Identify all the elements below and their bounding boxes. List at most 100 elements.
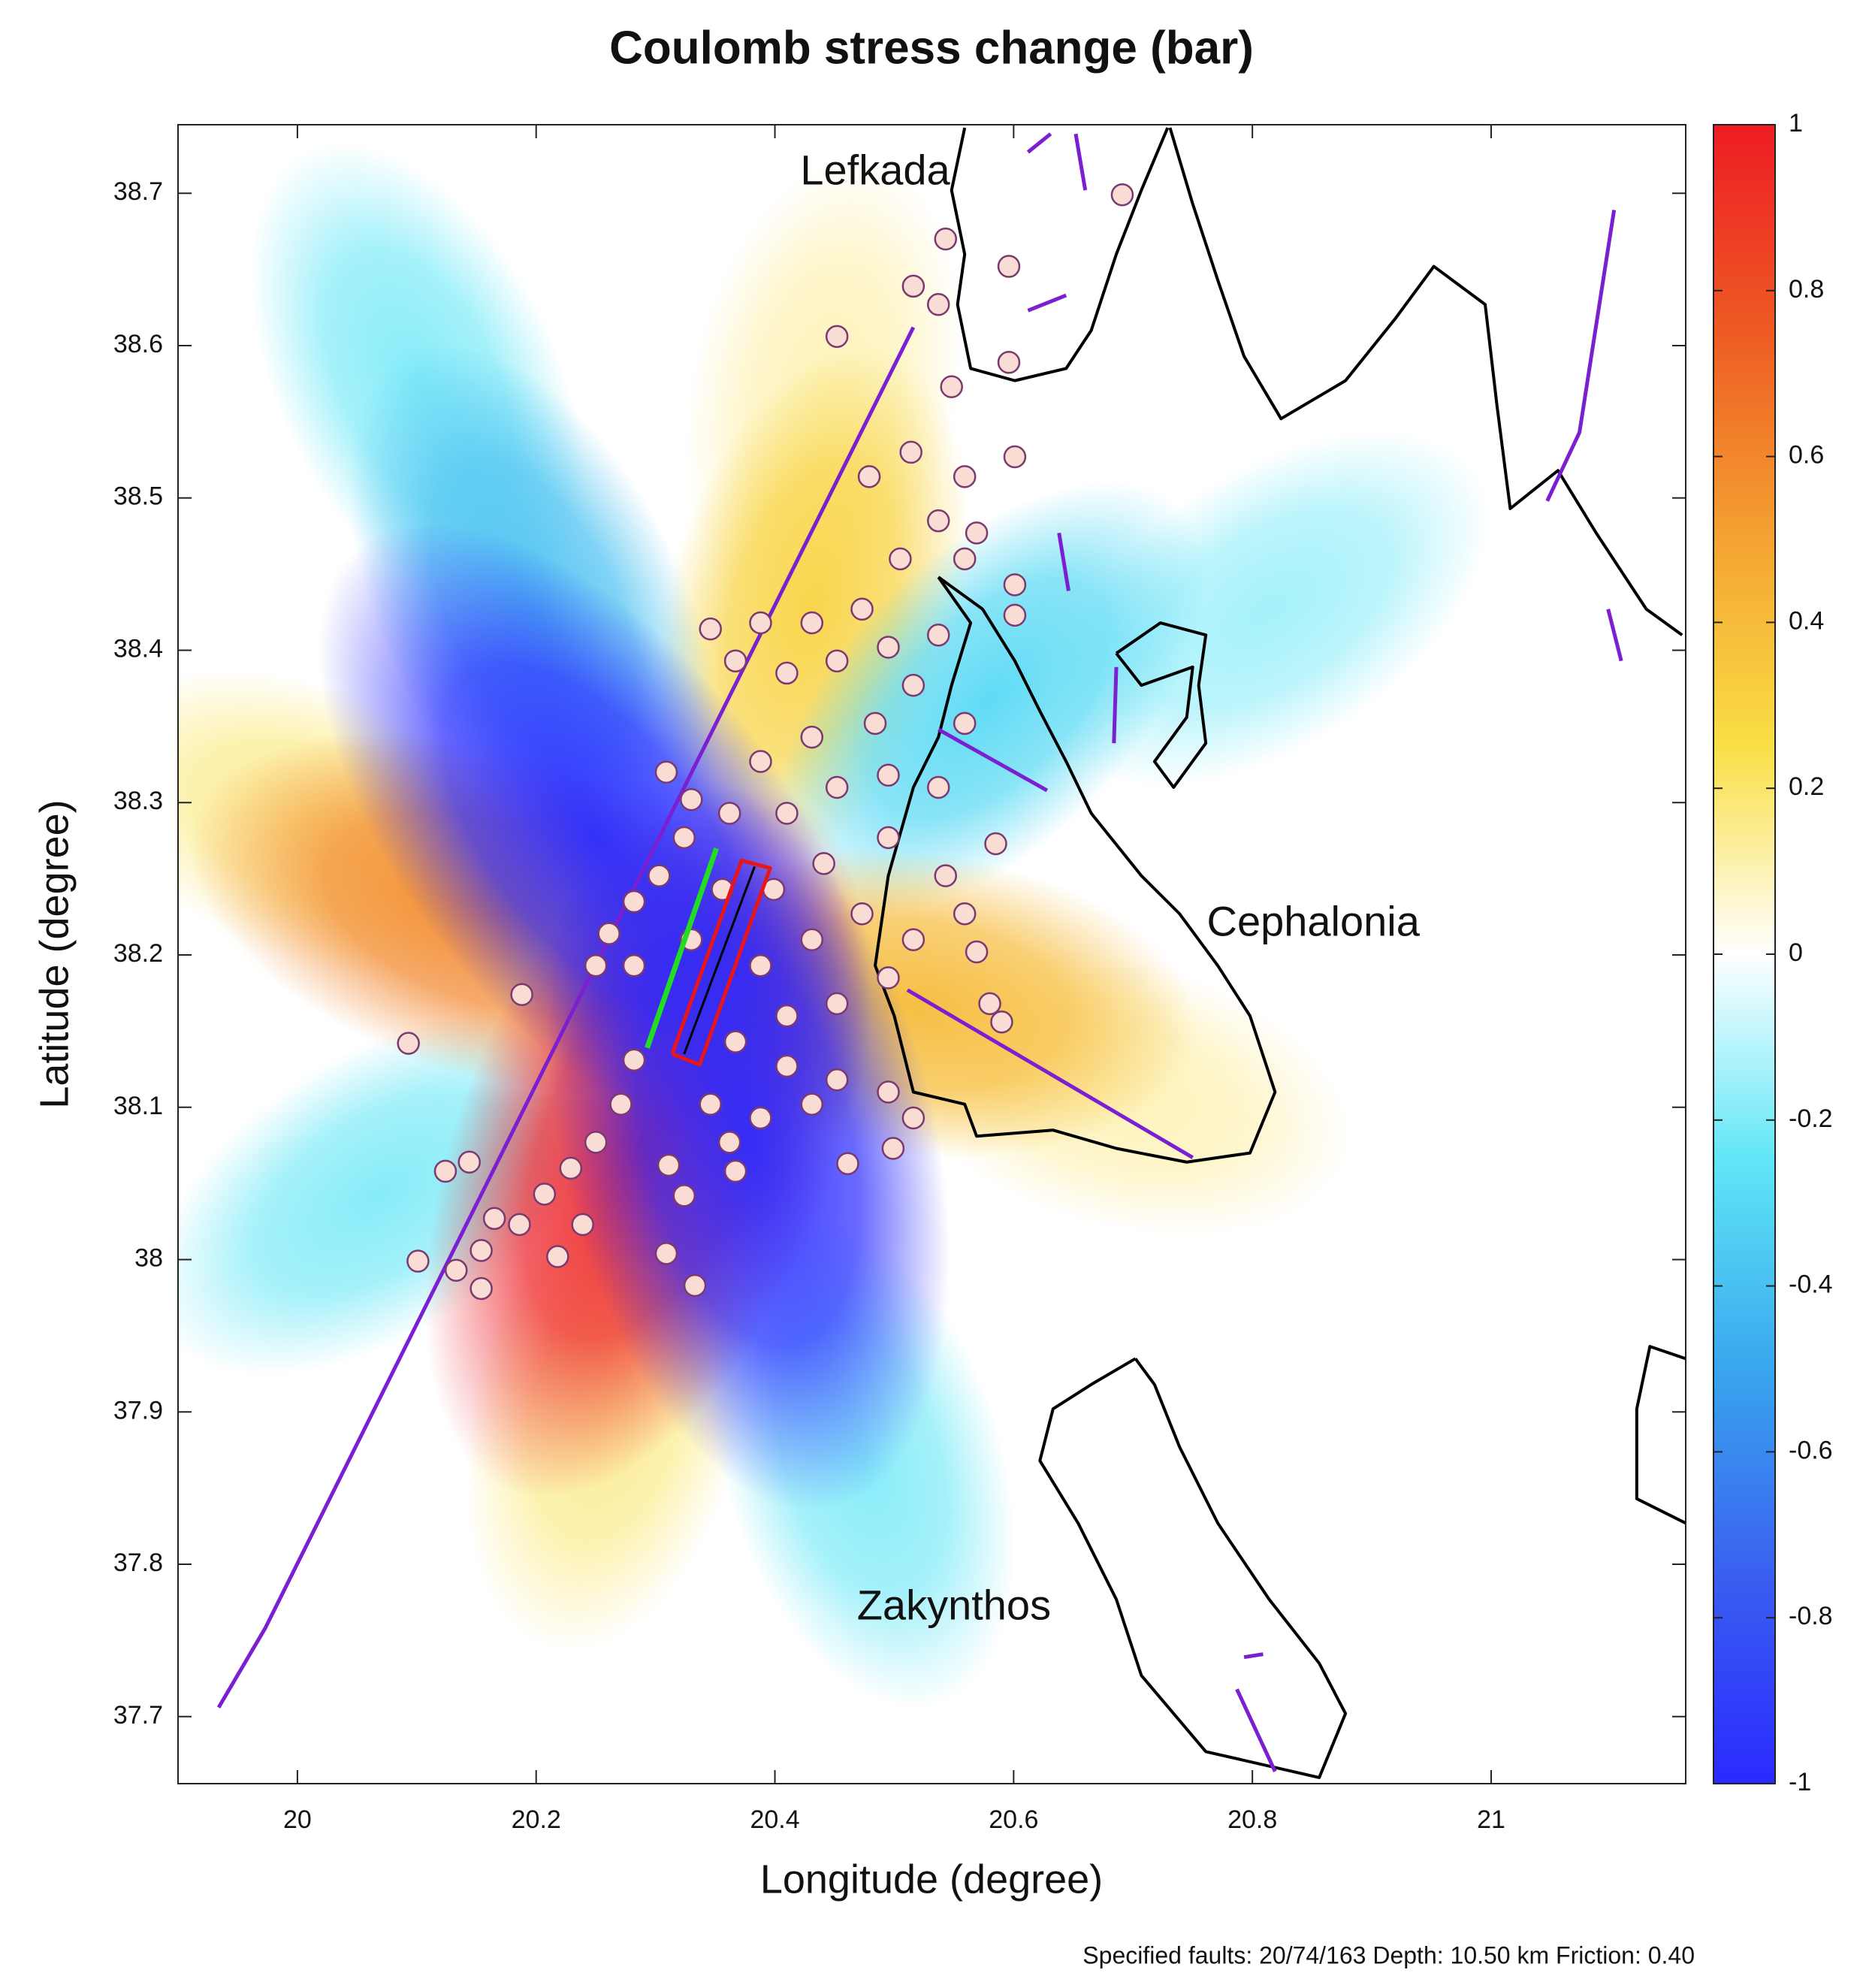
earthquake [457,1150,481,1174]
earthquake [571,1213,594,1237]
earthquake [609,1092,633,1116]
rupture-trace [645,847,719,1049]
axes-box [177,124,1686,1784]
coastline [1038,1357,1348,1779]
footer-note: Specified faults: 20/74/163 Depth: 10.50… [1082,1941,1695,1968]
x-tick-label: 21 [1477,1805,1505,1834]
x-tick-label: 20 [283,1805,312,1834]
earthquake [990,1010,1013,1034]
fault-line [906,988,1194,1159]
colorbar-tick-label: 0 [1789,938,1803,967]
earthquake [926,509,950,533]
y-tick-label: 38 [134,1244,163,1273]
earthquake [775,802,799,825]
earthquake [877,763,900,787]
earthquake [510,983,533,1006]
earthquake [406,1249,430,1273]
earthquake [433,1159,457,1183]
colorbar-tick-label: 0.8 [1789,275,1824,304]
coastline [1635,1345,1686,1525]
earthquake [953,547,977,571]
x-tick-label: 20.2 [512,1805,561,1834]
fault-line [1057,532,1070,591]
x-axis-label: Longitude (degree) [760,1857,1103,1902]
earthquake [901,673,925,697]
y-tick-label: 37.8 [113,1548,163,1577]
earthquake [953,902,977,926]
earthquake [800,1092,824,1116]
x-tick-label: 20.6 [989,1805,1038,1834]
plot-area [178,127,1686,1779]
earthquake [965,521,989,545]
fault-line [1026,132,1052,154]
earthquake [899,440,922,464]
chart-title: Coulomb stress change (bar) [609,22,1254,74]
earthquake [654,1242,678,1265]
earthquake [723,1030,747,1053]
earthquake [825,775,849,799]
colorbar-tick-label: 1 [1789,109,1803,137]
fault-line [1606,609,1623,662]
earthquake [584,1131,608,1154]
earthquake [1110,183,1134,207]
earthquake [749,611,772,635]
earthquake [699,617,722,641]
earthquake [622,1048,646,1072]
colorbar-tick-label: -0.8 [1789,1602,1833,1630]
earthquake [1003,573,1027,597]
earthquake [812,852,835,875]
earthquake [877,1080,900,1104]
colorbar [1713,124,1776,1784]
place-label: Lefkada [800,147,950,194]
earthquake [648,864,671,887]
earthquake [717,802,741,825]
earthquake [470,1276,493,1301]
fault-plane [670,858,772,1067]
earthquake [1003,603,1027,627]
colorbar-tick-label: -0.4 [1789,1270,1833,1299]
earthquake [445,1258,468,1282]
earthquake [940,375,963,398]
earthquake [953,712,977,736]
stress-lobe [773,481,1207,917]
earthquake [680,787,703,811]
earthquake [533,1183,557,1206]
fault-line [1235,1688,1277,1772]
earthquake [889,547,912,571]
earthquake [850,902,874,926]
earthquake [965,940,989,964]
earthquake [825,649,849,672]
x-tick-label: 20.8 [1227,1805,1277,1834]
earthquake [800,928,824,951]
earthquake [877,636,900,659]
earthquake [749,1106,772,1130]
earthquake [622,890,646,914]
earthquake [775,1054,799,1078]
fault-line [1027,293,1067,313]
earthquake [470,1239,493,1262]
earthquake [775,661,799,685]
earthquake [953,465,977,488]
earthquake [881,1137,905,1160]
earthquake [723,1159,747,1183]
x-tick-label: 20.4 [750,1805,799,1834]
earthquake [901,928,925,951]
colorbar-tick-label: 0.4 [1789,606,1824,635]
earthquake [546,1245,569,1268]
earthquake [877,826,900,850]
earthquake [584,953,608,977]
colorbar-tick-label: -0.6 [1789,1436,1833,1464]
y-tick-label: 38.3 [113,787,163,815]
earthquake [800,725,824,749]
fault-line [938,727,1049,793]
earthquake [934,864,958,887]
earthquake [597,922,620,945]
place-label: Cephalonia [1207,897,1421,944]
earthquake [723,649,747,672]
colorbar-tick-label: 0.6 [1789,441,1824,470]
earthquake [1003,445,1027,469]
y-axis-label: Latitude (degree) [32,799,77,1108]
earthquake [672,1184,696,1207]
earthquake [717,1131,741,1154]
